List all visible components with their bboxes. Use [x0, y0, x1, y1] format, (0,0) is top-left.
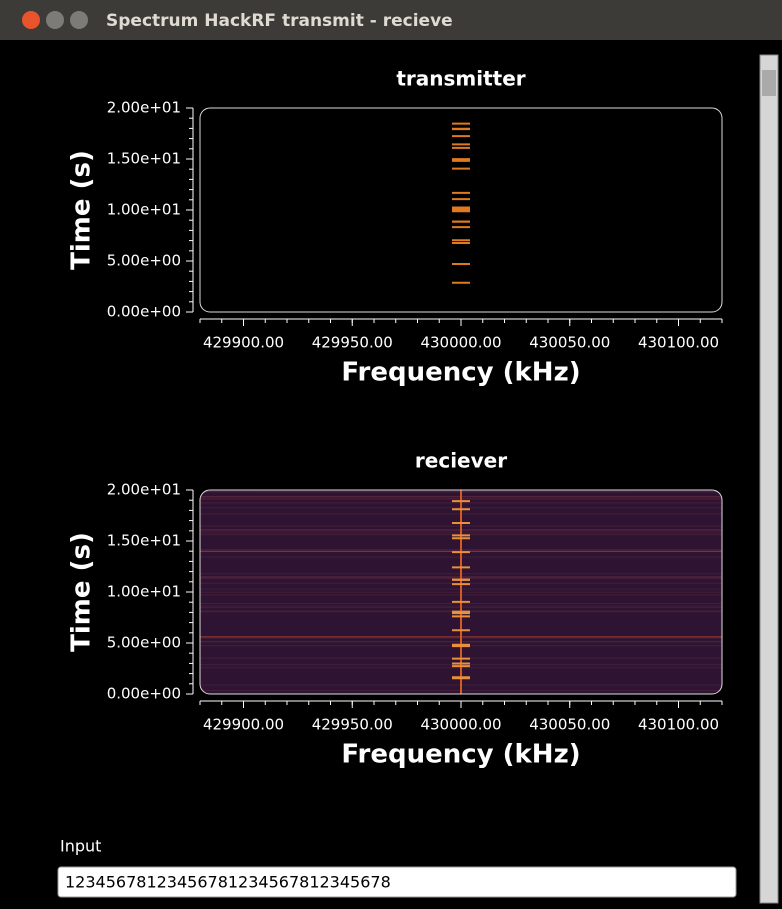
y-tick-label: 1.50e+01 — [107, 532, 181, 550]
y-tick-label: 1.50e+01 — [107, 150, 181, 168]
x-tick-label: 429900.00 — [203, 334, 284, 352]
window: Spectrum HackRF transmit - recieve Input… — [0, 0, 782, 909]
x-axis-label: Frequency (kHz) — [341, 358, 580, 388]
y-tick-label: 2.00e+01 — [107, 99, 181, 117]
x-tick-label: 430000.00 — [420, 334, 501, 352]
y-tick-label: 5.00e+00 — [107, 252, 181, 270]
x-tick-label: 430050.00 — [529, 716, 610, 734]
scrollbar[interactable] — [760, 55, 778, 903]
x-tick-label: 429900.00 — [203, 716, 284, 734]
maximize-button[interactable] — [70, 11, 88, 29]
x-tick-label: 429950.00 — [312, 716, 393, 734]
y-tick-label: 1.00e+01 — [107, 201, 181, 219]
y-tick-label: 1.00e+01 — [107, 583, 181, 601]
y-tick-label: 2.00e+01 — [107, 481, 181, 499]
y-tick-label: 0.00e+00 — [107, 303, 181, 321]
y-axis-label: Time (s) — [67, 150, 97, 270]
x-axis-label: Frequency (kHz) — [341, 740, 580, 770]
scrollbar-thumb[interactable] — [762, 70, 776, 96]
y-tick-label: 0.00e+00 — [107, 685, 181, 703]
waterfall — [200, 108, 722, 312]
x-tick-label: 430000.00 — [420, 716, 501, 734]
waterfall — [200, 490, 722, 694]
x-tick-label: 429950.00 — [312, 334, 393, 352]
chart-title: transmitter — [396, 67, 525, 91]
x-tick-label: 430100.00 — [638, 334, 719, 352]
close-button[interactable] — [22, 11, 40, 29]
window-title: Spectrum HackRF transmit - recieve — [106, 11, 453, 31]
x-tick-label: 430050.00 — [529, 334, 610, 352]
minimize-button[interactable] — [46, 11, 64, 29]
x-tick-label: 430100.00 — [638, 716, 719, 734]
input-text[interactable]: 12345678123456781234567812345678 — [65, 873, 391, 892]
y-axis-label: Time (s) — [67, 532, 97, 652]
input-label: Input — [60, 837, 101, 856]
y-tick-label: 5.00e+00 — [107, 634, 181, 652]
chart-title: reciever — [415, 449, 507, 473]
